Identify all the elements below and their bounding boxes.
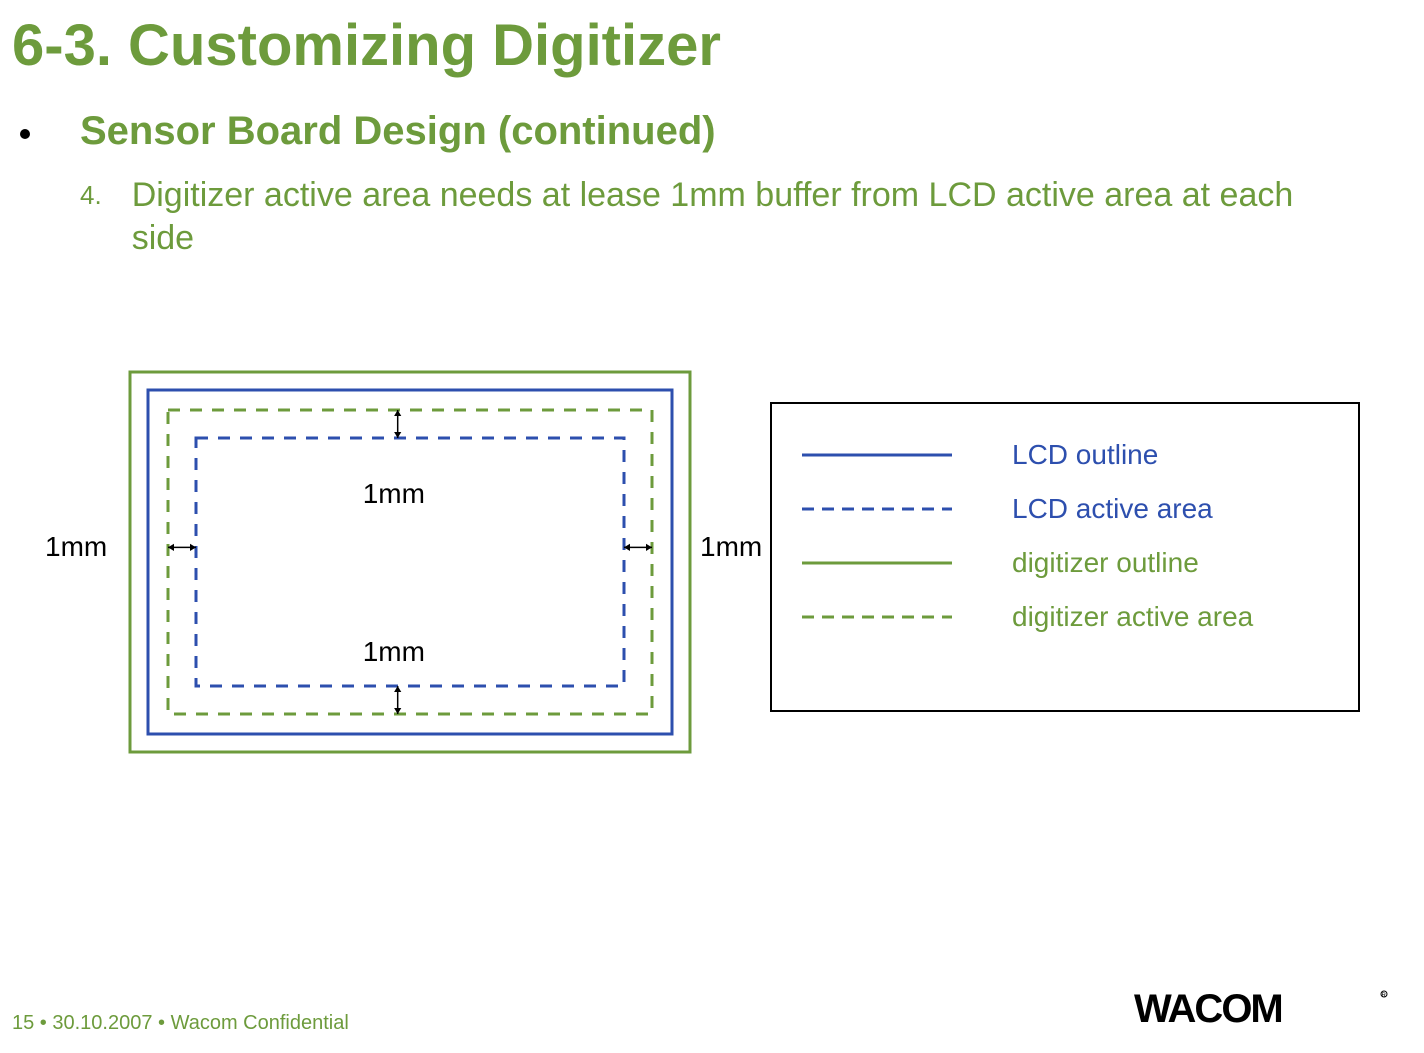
legend-row-digitizer-active: digitizer active area xyxy=(802,601,1328,633)
legend-line-icon xyxy=(802,613,952,621)
svg-text:WACOM: WACOM xyxy=(1134,987,1282,1031)
legend-label: digitizer outline xyxy=(1012,547,1199,579)
legend-line-icon xyxy=(802,559,952,567)
list-item: 4. Digitizer active area needs at lease … xyxy=(80,174,1424,259)
bullet-icon xyxy=(20,129,30,139)
label-top-1mm: 1mm xyxy=(363,478,425,510)
list-body: Digitizer active area needs at lease 1mm… xyxy=(132,174,1312,259)
legend-row-lcd-active: LCD active area xyxy=(802,493,1328,525)
list-number: 4. xyxy=(80,180,102,211)
label-right-1mm: 1mm xyxy=(700,531,762,563)
subheading-row: Sensor Board Design (continued) xyxy=(20,109,1424,154)
label-bottom-1mm: 1mm xyxy=(363,636,425,668)
legend-label: LCD outline xyxy=(1012,439,1158,471)
legend: LCD outline LCD active area digitizer ou… xyxy=(770,402,1360,712)
legend-label: LCD active area xyxy=(1012,493,1213,525)
legend-label: digitizer active area xyxy=(1012,601,1253,633)
legend-row-digitizer-outline: digitizer outline xyxy=(802,547,1328,579)
svg-text:R: R xyxy=(1382,993,1387,999)
legend-row-lcd-outline: LCD outline xyxy=(802,439,1328,471)
legend-line-icon xyxy=(802,505,952,513)
subheading-text: Sensor Board Design (continued) xyxy=(80,109,716,154)
diagram xyxy=(100,352,720,772)
footer-text: 15 • 30.10.2007 • Wacom Confidential xyxy=(12,1012,349,1035)
page-title: 6-3. Customizing Digitizer xyxy=(12,12,1424,79)
label-left-1mm: 1mm xyxy=(45,531,107,563)
legend-line-icon xyxy=(802,451,952,459)
wacom-logo: WACOM R xyxy=(1134,984,1394,1039)
